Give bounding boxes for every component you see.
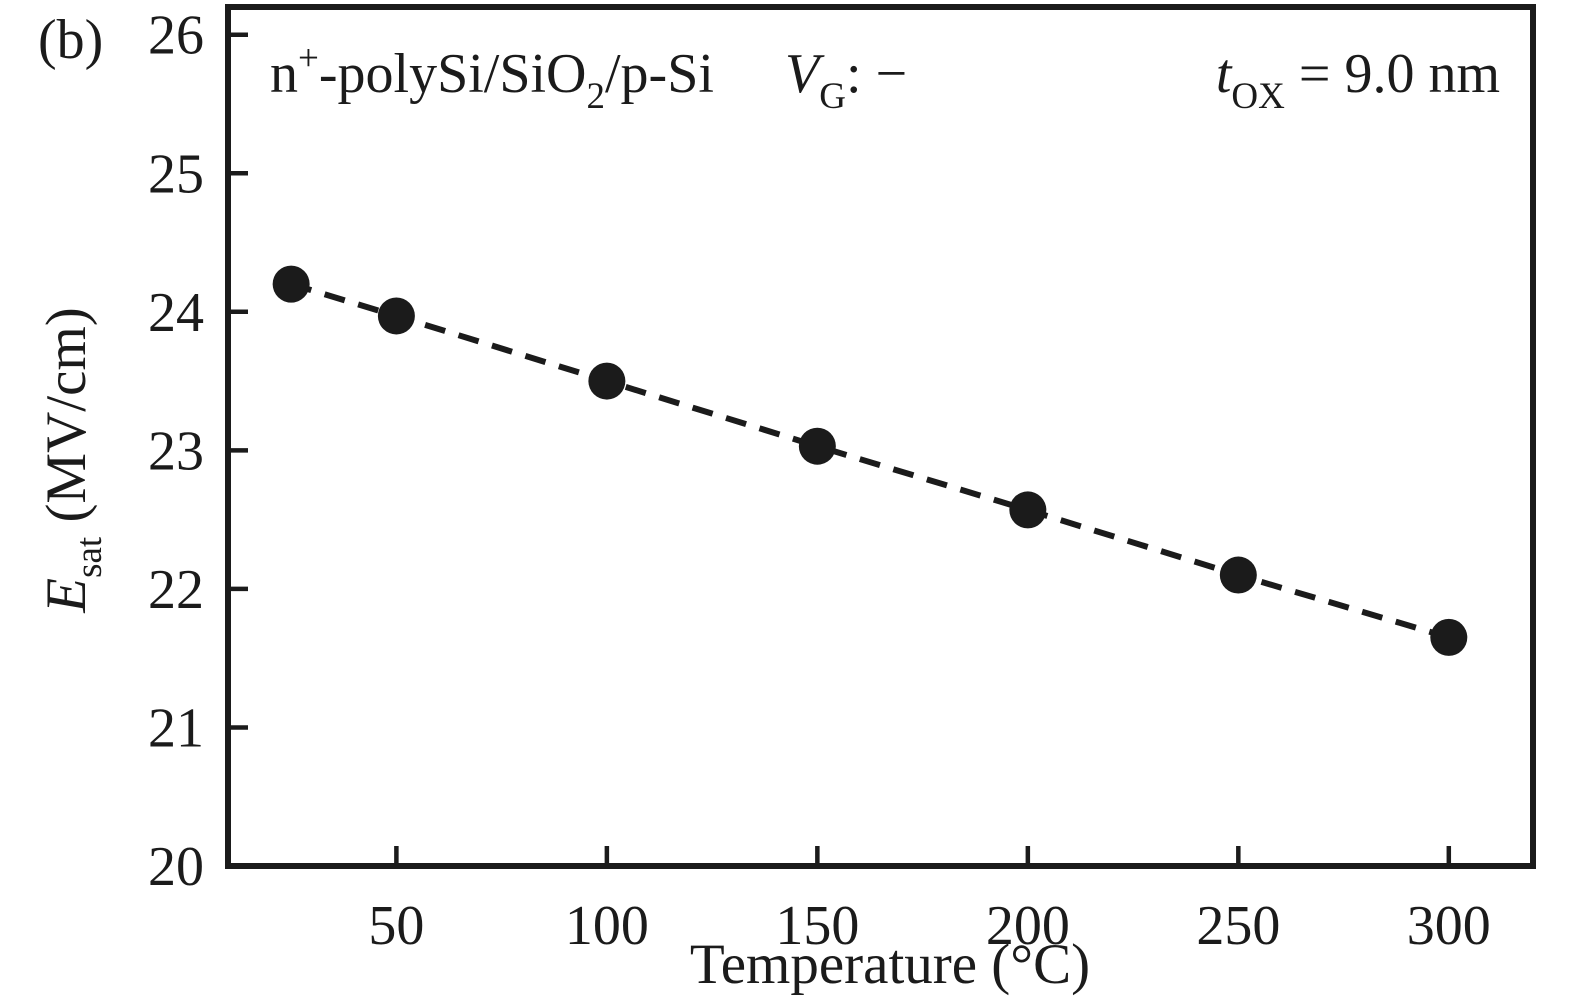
y-tick-label: 23 <box>148 420 204 482</box>
figure-label: (b) <box>38 9 104 71</box>
data-line <box>290 281 1450 641</box>
x-tick-label: 250 <box>1196 895 1280 957</box>
annotation-oxide-thickness: tOX = 9.0 nm <box>1216 43 1500 117</box>
data-point <box>1219 556 1257 594</box>
y-axis-label: Esat (MV/cm) <box>35 307 110 613</box>
data-point <box>272 265 310 303</box>
y-tick-label: 21 <box>148 697 204 759</box>
plot-border <box>225 4 1536 869</box>
data-point <box>377 297 415 335</box>
x-tick-label: 300 <box>1407 895 1491 957</box>
annotation-gate-bias: VG: − <box>785 43 907 117</box>
x-tick-label: 150 <box>775 895 859 957</box>
data-point <box>1430 618 1468 656</box>
data-point <box>798 427 836 465</box>
data-point <box>1009 491 1047 529</box>
x-tick-label: 100 <box>565 895 649 957</box>
y-tick-label: 24 <box>148 282 204 344</box>
x-axis-label: Temperature (°C) <box>690 933 1090 996</box>
data-point <box>588 362 626 400</box>
y-tick-label: 26 <box>148 5 204 67</box>
x-tick-label: 50 <box>368 895 424 957</box>
x-tick-label: 200 <box>986 895 1070 957</box>
y-tick-label: 20 <box>148 836 204 898</box>
y-tick-label: 25 <box>148 143 204 205</box>
y-tick-label: 22 <box>148 559 204 621</box>
annotation-structure: n+-polySi/SiO2/p-Si <box>270 38 714 117</box>
